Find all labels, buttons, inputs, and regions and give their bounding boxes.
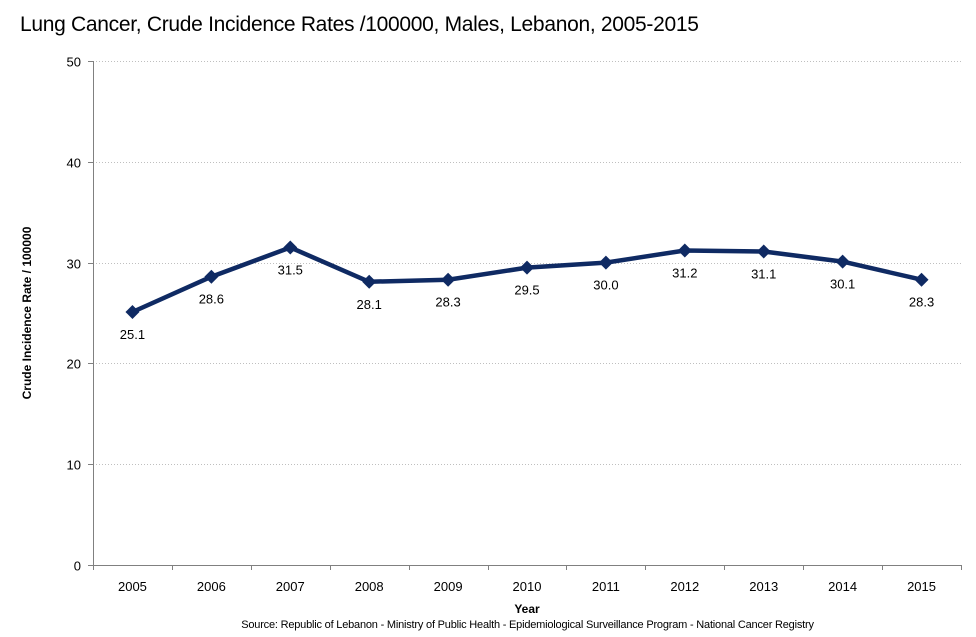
x-tick-label: 2011 [592,579,620,594]
data-label: 30.0 [593,278,618,293]
x-tick-label: 2012 [670,579,699,594]
y-axis-ticks: 0 10 20 30 40 50 [67,55,93,574]
data-label: 28.3 [435,295,460,310]
data-label: 31.5 [278,262,303,277]
x-axis-title: Year [514,602,540,616]
x-tick-label: 2008 [355,579,384,594]
data-label: 31.2 [672,266,697,281]
data-point-marker [677,243,692,258]
data-labels: 25.1 28.6 31.5 28.1 28.3 29.5 30.0 31.2 31.1 30.1… [120,262,934,342]
y-axis-title: Crude Incidence Rate / 100000 [20,226,34,399]
x-axis-ticks: 2005 2006 2007 2008 2009 2010 2011 2012 2013 2014… [93,565,962,594]
x-tick-label: 2005 [118,579,147,594]
data-point-marker [598,255,613,270]
data-point-marker [520,260,534,275]
data-point-marker [914,272,929,287]
data-point-marker [835,254,850,269]
x-tick-label: 2009 [434,579,463,594]
series-line [131,245,923,315]
data-point-marker [204,269,219,284]
data-label: 31.1 [751,267,776,282]
y-tick-label: 10 [67,458,81,473]
axes [93,61,961,566]
x-tick-label: 2007 [276,579,305,594]
data-point-marker [283,240,298,255]
data-label: 29.5 [514,283,539,298]
x-tick-label: 2013 [749,579,778,594]
data-point-marker [441,272,456,287]
x-tick-label: 2006 [197,579,226,594]
data-label: 28.6 [199,292,224,307]
data-label: 28.3 [909,295,934,310]
y-tick-label: 20 [67,357,81,372]
source-note: Source: Republic of Lebanon - Ministry o… [241,619,814,631]
x-tick-label: 2014 [828,579,857,594]
y-tick-label: 30 [67,257,81,272]
series-males [125,240,929,319]
data-label: 30.1 [830,277,855,292]
y-tick-label: 40 [67,156,81,171]
x-tick-label: 2015 [907,579,936,594]
data-label: 28.1 [357,297,382,312]
x-tick-label: 2010 [513,579,542,594]
data-point-marker [362,274,377,289]
data-point-marker [125,304,140,319]
data-label: 25.1 [120,327,145,342]
gridlines [93,61,961,465]
data-point-marker [756,244,771,259]
y-tick-label: 50 [67,55,81,70]
y-tick-label: 0 [74,559,81,574]
chart-title: Lung Cancer, Crude Incidence Rates /1000… [20,13,699,36]
